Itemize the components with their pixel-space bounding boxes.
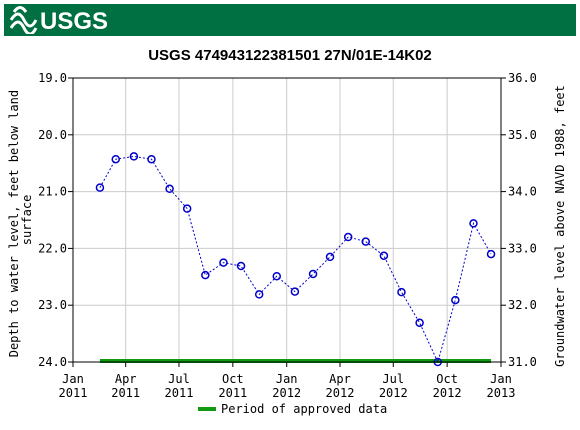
- data-point: [469, 219, 478, 228]
- data-point: [147, 154, 156, 164]
- legend-label: Period of approved data: [221, 402, 387, 416]
- y-axis-ticks: 19.0 20.0 21.0 22.0 23.0 24.0: [38, 71, 73, 369]
- data-point: [486, 249, 496, 259]
- usgs-logo-text: USGS: [40, 8, 108, 34]
- x-tick-label-month: Jul: [168, 372, 190, 386]
- y2-tick-label: 31.0: [508, 355, 537, 369]
- y-tick-label: 22.0: [38, 241, 67, 255]
- x-tick-label-year: 2011: [59, 386, 88, 400]
- x-tick-label-month: Oct: [436, 372, 458, 386]
- y2-tick-label: 34.0: [508, 185, 537, 199]
- x-tick-label-year: 2012: [379, 386, 408, 400]
- y-tick-label: 19.0: [38, 71, 67, 85]
- usgs-banner: USGS: [4, 4, 576, 36]
- data-point: [272, 271, 282, 281]
- data-point: [182, 204, 192, 213]
- data-point: [379, 251, 389, 261]
- chart-title: USGS 474943122381501 27N/01E-14K02: [148, 47, 432, 64]
- data-point: [165, 184, 174, 194]
- y2-axis-ticks: 36.0 35.0 34.0 33.0 32.0 31.0: [501, 71, 537, 369]
- y2-tick-label: 35.0: [508, 128, 537, 142]
- y-axis-label-line2: surface: [20, 195, 34, 246]
- series-group: [95, 152, 496, 367]
- data-point: [451, 295, 460, 305]
- x-tick-label-year: 2012: [326, 386, 355, 400]
- data-point: [361, 237, 370, 246]
- y-axis-label-line1: Depth to water level, feet below land: [7, 90, 21, 357]
- chart-grid: [73, 78, 501, 362]
- data-point: [308, 269, 318, 279]
- x-tick-label-year: 2011: [218, 386, 247, 400]
- x-tick-label-month: Jan: [490, 372, 512, 386]
- x-tick-label-year: 2012: [272, 386, 301, 400]
- y2-tick-label: 32.0: [508, 298, 537, 312]
- x-tick-label-month: Jan: [276, 372, 298, 386]
- y-axis-label: Depth to water level, feet below land su…: [7, 83, 34, 358]
- data-point: [95, 183, 105, 192]
- data-point: [129, 152, 139, 161]
- data-point: [325, 252, 335, 262]
- x-axis-ticks: Jan2011Apr2011Jul2011Oct2011Jan2012Apr20…: [59, 362, 516, 400]
- x-tick-label-month: Apr: [115, 372, 137, 386]
- data-point: [290, 287, 300, 296]
- data-point: [254, 290, 264, 299]
- x-tick-label-month: Jan: [62, 372, 84, 386]
- x-tick-label-year: 2011: [111, 386, 140, 400]
- y2-axis-label: Groundwater level above NAVD 1988, feet: [553, 85, 567, 367]
- y2-tick-label: 33.0: [508, 241, 537, 255]
- data-point: [219, 258, 228, 267]
- x-tick-label-year: 2013: [487, 386, 516, 400]
- x-tick-label-month: Oct: [222, 372, 244, 386]
- data-point: [415, 318, 424, 328]
- x-tick-label-year: 2011: [165, 386, 194, 400]
- usgs-logo[interactable]: USGS: [10, 6, 120, 34]
- data-point: [201, 270, 210, 280]
- y-tick-label: 20.0: [38, 128, 67, 142]
- usgs-wave-icon: [10, 6, 38, 34]
- y-tick-label: 21.0: [38, 185, 67, 199]
- series-line: [99, 155, 492, 364]
- y-tick-label: 23.0: [38, 298, 67, 312]
- y-tick-label: 24.0: [38, 355, 67, 369]
- data-point: [397, 287, 406, 297]
- data-point: [236, 261, 246, 271]
- data-point: [343, 232, 353, 242]
- data-point: [111, 154, 120, 164]
- x-tick-label-month: Apr: [329, 372, 351, 386]
- x-tick-label-year: 2012: [433, 386, 462, 400]
- x-tick-label-month: Jul: [382, 372, 404, 386]
- y2-tick-label: 36.0: [508, 71, 537, 85]
